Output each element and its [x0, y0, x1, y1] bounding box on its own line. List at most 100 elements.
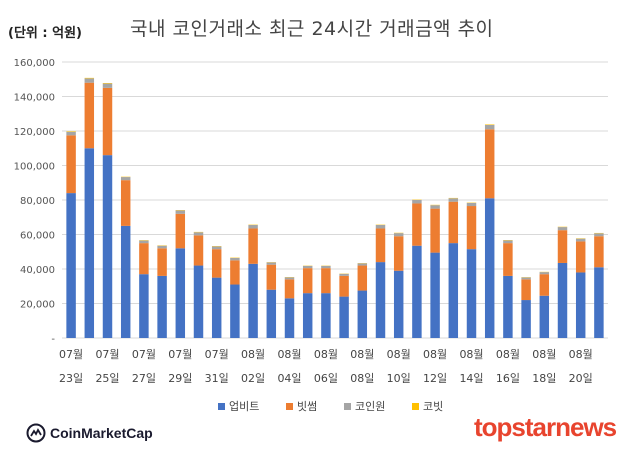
chart-title: 국내 코인거래소 최근 24시간 거래금액 추이: [130, 18, 494, 40]
x-tick-day: 12일: [423, 371, 447, 385]
bar-segment: [102, 87, 113, 156]
bar-segment: [193, 232, 204, 236]
legend-swatch: [286, 403, 293, 410]
bar-segment: [193, 265, 204, 338]
bar-segment: [230, 257, 240, 261]
bar-segment: [175, 248, 186, 338]
x-tick-month: 08월: [241, 348, 265, 361]
bar-segment: [448, 201, 459, 244]
x-tick-day: 06일: [314, 371, 338, 385]
x-tick-day: 18일: [532, 371, 556, 385]
y-tick-label: 140,000: [14, 93, 55, 104]
bar-segment: [211, 246, 222, 250]
bar-segment: [284, 298, 295, 338]
bar-segment: [66, 135, 76, 194]
bar-segment: [412, 203, 422, 246]
legend-label: 업비트: [229, 400, 259, 413]
x-tick-month: 08월: [569, 348, 593, 361]
bar-segment: [575, 241, 586, 273]
bar-segment: [321, 293, 331, 338]
coinmarketcap-logo: CoinMarketCap: [26, 423, 153, 443]
bar-segment: [266, 264, 277, 290]
bar-segment: [412, 245, 422, 338]
bar-segment: [266, 262, 277, 265]
y-tick-label: 40,000: [20, 265, 55, 276]
y-axis: - 20,000 40,000 60,000 80,000 100,000 120,000 1…: [14, 58, 56, 345]
bar-segment: [248, 263, 258, 338]
legend-swatch: [218, 403, 225, 410]
bar-segment: [157, 275, 167, 338]
bar-segment: [393, 233, 404, 237]
bar-segment: [139, 240, 149, 244]
x-tick-day: 10일: [387, 371, 411, 385]
bar-segment: [175, 213, 186, 249]
bar-segment: [302, 268, 313, 294]
bar-segment: [484, 198, 495, 338]
y-tick-label: -: [51, 334, 55, 345]
bar-segment: [466, 202, 477, 207]
legend: 업비트 빗썸 코인원 코빗: [218, 400, 443, 413]
bar-segment: [211, 249, 222, 278]
x-tick-month: 08월: [459, 348, 483, 361]
bar-segment: [157, 245, 167, 249]
coinmarketcap-icon: [26, 423, 46, 443]
bar-segment: [484, 124, 495, 130]
bar-segment: [430, 205, 440, 209]
x-tick-month: 08월: [314, 348, 338, 361]
x-tick-month: 07월: [168, 348, 192, 361]
bar-segment: [339, 275, 349, 297]
bar-segment: [575, 272, 586, 338]
bar-segment: [466, 206, 477, 250]
legend-swatch: [412, 403, 419, 410]
x-tick-month: 08월: [423, 348, 447, 361]
bar-segment: [230, 260, 240, 285]
bar-segment: [357, 263, 368, 266]
bar-segment: [484, 129, 495, 199]
bar-segment: [484, 124, 495, 125]
bar-segment: [430, 208, 440, 253]
bar-segment: [503, 243, 513, 276]
bar-segment: [557, 227, 568, 231]
legend-swatch: [344, 403, 351, 410]
bar-segment: [557, 262, 568, 338]
bar-segment: [521, 279, 531, 301]
x-tick-day: 23일: [59, 371, 83, 385]
bar-segment: [339, 296, 349, 338]
x-tick-month: 07월: [95, 348, 119, 361]
bar-segment: [503, 275, 513, 338]
bar-segment: [430, 252, 440, 338]
bar-segment: [594, 236, 604, 268]
legend-label: 빗썸: [297, 400, 317, 413]
bar-segment: [248, 225, 258, 229]
bar-segment: [248, 228, 258, 264]
bar-segment: [66, 131, 76, 132]
bar-segment: [357, 290, 368, 338]
y-tick-label: 120,000: [14, 127, 55, 138]
x-tick-month: 08월: [387, 348, 411, 361]
x-tick-day: 31일: [205, 371, 229, 385]
bar-segment: [84, 148, 95, 338]
y-tick-label: 100,000: [14, 162, 55, 173]
x-tick-day: 16일: [496, 371, 520, 385]
x-tick-month: 07월: [205, 348, 229, 361]
bar-segment: [575, 238, 586, 242]
coinmarketcap-wordmark: CoinMarketCap: [50, 425, 153, 441]
topstarnews-logo: topstarnews: [474, 412, 617, 442]
bar-segment: [302, 265, 313, 269]
legend-label: 코인원: [355, 400, 385, 413]
bar-segment: [521, 277, 531, 280]
bar-segment: [120, 180, 131, 226]
bar-segment: [539, 272, 550, 275]
y-tick-label: 60,000: [20, 231, 55, 242]
legend-label: 코빗: [423, 400, 443, 413]
bar-segment: [284, 279, 295, 299]
bar-segment: [539, 295, 550, 338]
bar-segment: [375, 262, 386, 338]
x-tick-day: 14일: [459, 371, 483, 385]
x-tick-day: 20일: [569, 371, 593, 385]
bar-segment: [539, 274, 550, 296]
bar-segment: [84, 77, 95, 79]
x-tick-day: 02일: [241, 371, 265, 385]
bar-segment: [302, 293, 313, 338]
